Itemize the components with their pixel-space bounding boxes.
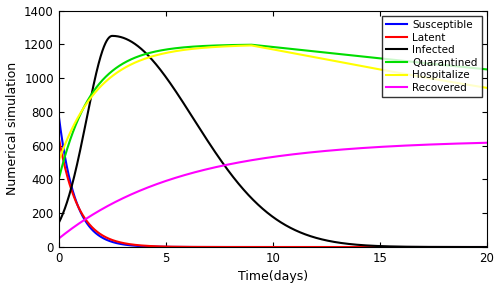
X-axis label: Time(days): Time(days) xyxy=(238,271,308,284)
Legend: Susceptible, Latent, Infected, Quarantined, Hospitalize, Recovered: Susceptible, Latent, Infected, Quarantin… xyxy=(382,16,482,97)
Y-axis label: Numerical simulation: Numerical simulation xyxy=(6,62,18,195)
